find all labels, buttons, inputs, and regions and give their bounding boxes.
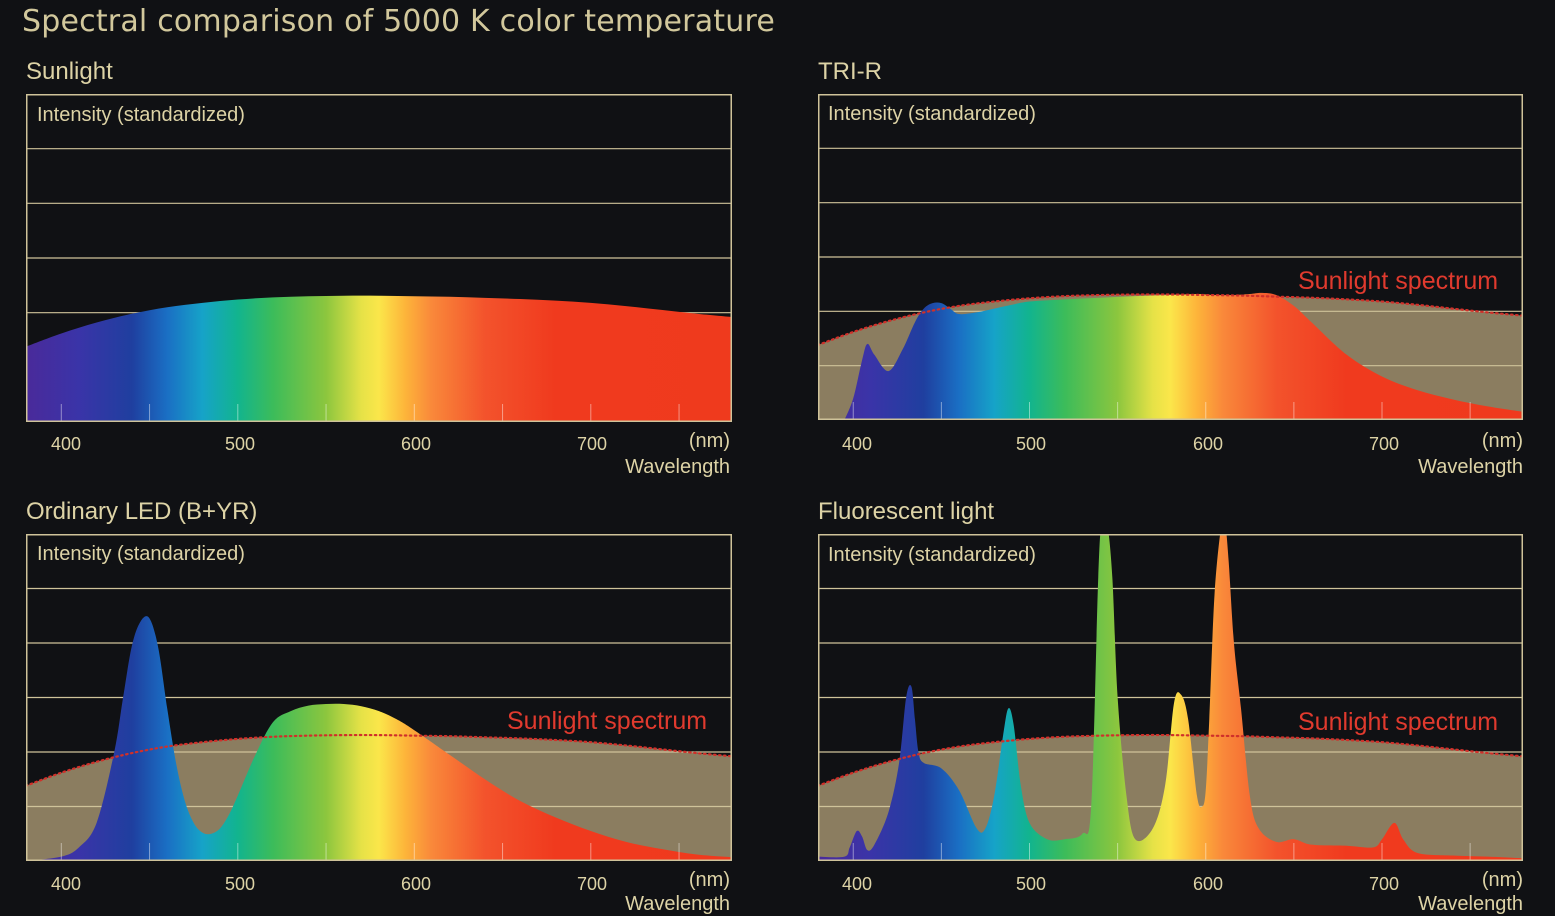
xtick-700: 700 <box>576 874 608 894</box>
xtick-500: 500 <box>224 874 256 894</box>
xtick-700: 700 <box>1368 434 1400 454</box>
xtick-600: 600 <box>400 874 432 894</box>
xlabel-ordinary-led: Wavelength <box>625 893 730 915</box>
ylabel-sunlight: Intensity (standardized) <box>37 104 245 126</box>
xtick-700: 700 <box>576 434 608 454</box>
xtick-500: 500 <box>1015 874 1047 894</box>
xlabel-fluorescent: Wavelength <box>1418 893 1523 915</box>
spectrum-area <box>26 295 732 422</box>
xunit-tri-r: (nm) <box>1481 430 1523 452</box>
xtick-600: 600 <box>1192 434 1224 454</box>
reference-line-sunlight <box>818 293 1523 347</box>
ylabel-fluorescent: Intensity (standardized) <box>828 544 1036 566</box>
xtick-400: 400 <box>841 874 873 894</box>
ylabel-tri-r: Intensity (standardized) <box>828 103 1036 125</box>
plot-area-ordinary-led <box>26 534 732 861</box>
plot-area-fluorescent <box>818 534 1523 861</box>
xunit-ordinary-led: (nm) <box>688 869 730 891</box>
xtick-600: 600 <box>1192 874 1224 894</box>
reference-label-fluorescent: Sunlight spectrum <box>1298 708 1499 736</box>
plot-frame <box>26 534 732 861</box>
figure-title: Spectral comparison of 5000 K color temp… <box>22 4 776 39</box>
plot-frame <box>26 94 732 422</box>
panel-title-sunlight: Sunlight <box>26 58 113 85</box>
reference-line-sunlight <box>26 733 732 787</box>
panel-title-tri-r: TRI-R <box>818 58 882 85</box>
xunit-sunlight: (nm) <box>688 430 730 452</box>
plot-area-tri-r <box>818 94 1523 420</box>
xtick-400: 400 <box>50 874 82 894</box>
plot-frame <box>818 94 1523 420</box>
xunit-fluorescent: (nm) <box>1481 869 1523 891</box>
xtick-700: 700 <box>1368 874 1400 894</box>
xtick-500: 500 <box>1015 434 1047 454</box>
panel-title-fluorescent: Fluorescent light <box>818 498 995 525</box>
plot-area-sunlight <box>26 94 732 422</box>
reference-line-sunlight <box>818 733 1523 787</box>
spectrum-area <box>26 616 732 861</box>
spectrum-area <box>844 292 1523 420</box>
reference-label-tri-r: Sunlight spectrum <box>1298 267 1499 295</box>
xlabel-tri-r: Wavelength <box>1418 456 1523 478</box>
xtick-500: 500 <box>224 434 256 454</box>
xtick-400: 400 <box>841 434 873 454</box>
ylabel-ordinary-led: Intensity (standardized) <box>37 543 245 565</box>
xtick-400: 400 <box>50 434 82 454</box>
spectrum-area <box>818 534 1523 861</box>
panel-title-ordinary-led: Ordinary LED (B+YR) <box>26 498 258 525</box>
plot-frame <box>818 534 1523 861</box>
reference-label-ordinary-led: Sunlight spectrum <box>507 707 708 735</box>
xlabel-sunlight: Wavelength <box>625 456 730 478</box>
xtick-600: 600 <box>400 434 432 454</box>
